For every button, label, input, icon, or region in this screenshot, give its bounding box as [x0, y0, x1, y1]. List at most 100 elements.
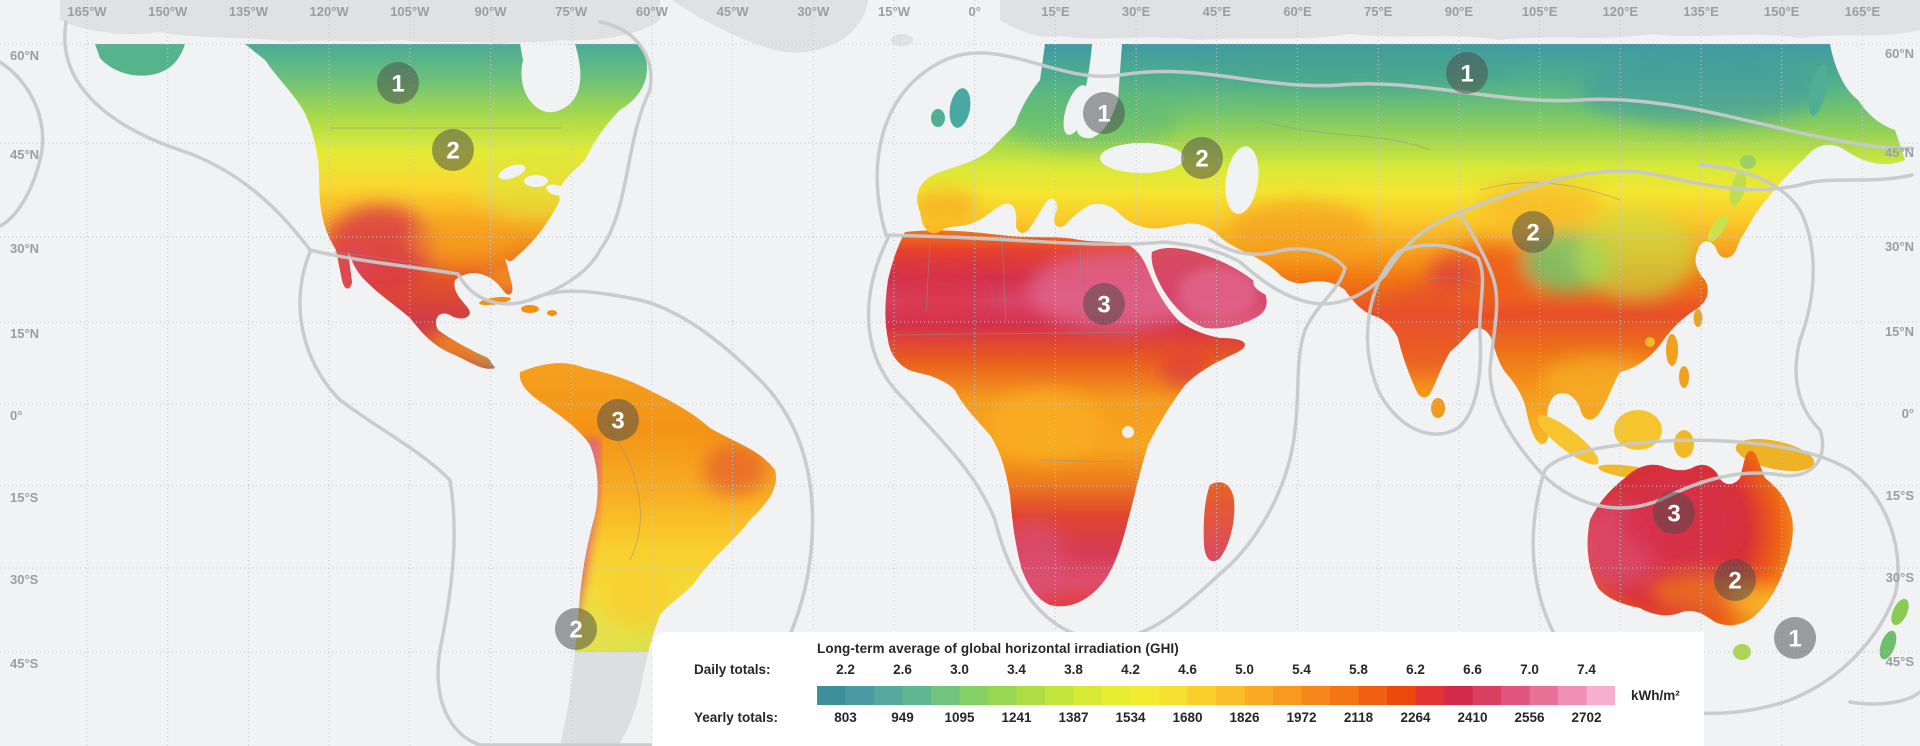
region-marker-east-asia[interactable]: 2 — [1512, 211, 1554, 253]
region-markers: 1 2 1 2 1 2 3 3 2 3 2 1 — [377, 52, 1816, 659]
daily-total-value: 7.4 — [1577, 662, 1596, 677]
longitude-label: 45°E — [1203, 4, 1232, 19]
great-lakes — [498, 164, 566, 196]
latitude-label-right: 30°S — [1886, 570, 1915, 585]
region-marker-number: 1 — [1460, 61, 1473, 88]
latitude-label-right: 45°S — [1886, 654, 1915, 669]
latitude-label-right: 45°N — [1885, 145, 1914, 160]
daily-total-value: 5.4 — [1292, 662, 1311, 677]
longitude-label: 60°E — [1283, 4, 1312, 19]
longitude-label: 150°E — [1764, 4, 1800, 19]
longitude-label: 90°E — [1445, 4, 1474, 19]
daily-total-value: 3.4 — [1007, 662, 1026, 677]
longitude-label: 75°E — [1364, 4, 1393, 19]
longitude-label: 90°W — [475, 4, 508, 19]
region-marker-number: 3 — [1097, 292, 1110, 319]
country-borders — [330, 119, 1621, 561]
latitude-label-left: 30°S — [10, 572, 39, 587]
region-marker-europe[interactable]: 1 — [1083, 92, 1125, 134]
latitude-label-left: 60°N — [10, 48, 39, 63]
yearly-total-value: 949 — [891, 710, 914, 725]
region-marker-australia-southeast[interactable]: 2 — [1714, 559, 1756, 601]
lake-victoria — [1122, 426, 1134, 438]
region-marker-number: 1 — [1097, 101, 1110, 128]
region-marker-number: 3 — [611, 408, 624, 435]
daily-totals-values: 2.2 2.6 3.0 3.4 3.8 4.2 4.6 5.0 5.4 5.8 6.2 6.6 7.0 7… — [817, 662, 1615, 677]
inland-seas — [1063, 85, 1283, 298]
legend-title: Long-term average of global horizontal i… — [817, 641, 1179, 656]
region-marker-africa-middle-east[interactable]: 3 — [1083, 283, 1125, 325]
yearly-totals-values: 803 949 1095 1241 1387 1534 1680 1826 1972 2118 22… — [817, 710, 1615, 725]
map-legend: Long-term average of global horizontal i… — [652, 632, 1704, 746]
latitude-label-left: 45°S — [10, 656, 39, 671]
yearly-total-value: 2702 — [1571, 710, 1602, 725]
region-marker-number: 1 — [391, 71, 404, 98]
daily-total-value: 3.0 — [950, 662, 969, 677]
region-marker-australia[interactable]: 3 — [1653, 492, 1695, 534]
latitude-label-left: 15°N — [10, 326, 39, 341]
region-marker-central-asia[interactable]: 2 — [1181, 137, 1223, 179]
daily-total-value: 4.6 — [1178, 662, 1197, 677]
ghi-color-scale — [817, 686, 1615, 705]
longitude-label: 165°E — [1845, 4, 1881, 19]
region-marker-oceania[interactable]: 1 — [1774, 617, 1816, 659]
yearly-total-value: 2556 — [1514, 710, 1545, 725]
latitude-label-right: 0° — [1902, 406, 1914, 421]
region-marker-number: 3 — [1667, 501, 1680, 528]
daily-total-value: 6.2 — [1406, 662, 1425, 677]
yearly-total-value: 1534 — [1115, 710, 1146, 725]
daily-total-value: 2.2 — [836, 662, 855, 677]
yearly-total-value: 2410 — [1457, 710, 1488, 725]
longitude-label: 165°W — [67, 4, 107, 19]
longitude-label: 105°W — [390, 4, 430, 19]
region-marker-number: 2 — [1195, 146, 1208, 173]
axis-labels: 165°W 150°W 135°W 120°W 105°W 90°W 75°W 60°W 45°… — [10, 4, 1914, 671]
yearly-total-value: 1095 — [944, 710, 975, 725]
daily-total-value: 2.6 — [893, 662, 912, 677]
region-marker-number: 2 — [446, 138, 459, 165]
daily-total-value: 7.0 — [1520, 662, 1539, 677]
latitude-label-left: 15°S — [10, 490, 39, 505]
longitude-label: 135°W — [229, 4, 269, 19]
latitude-label-left: 30°N — [10, 241, 39, 256]
region-marker-number: 2 — [569, 617, 582, 644]
longitude-label: 105°E — [1522, 4, 1558, 19]
region-marker-number: 2 — [1728, 568, 1741, 595]
daily-total-value: 5.8 — [1349, 662, 1368, 677]
daily-totals-label: Daily totals: — [694, 662, 771, 677]
region-marker-north-asia[interactable]: 1 — [1446, 52, 1488, 94]
longitude-label: 30°E — [1122, 4, 1151, 19]
longitude-label: 120°W — [310, 4, 350, 19]
longitude-label: 75°W — [555, 4, 588, 19]
region-marker-number: 1 — [1788, 626, 1801, 653]
latitude-label-left: 0° — [10, 408, 22, 423]
latitude-label-left: 45°N — [10, 147, 39, 162]
yearly-totals-label: Yearly totals: — [694, 710, 779, 725]
daily-total-value: 5.0 — [1235, 662, 1254, 677]
yearly-total-value: 2118 — [1343, 710, 1374, 725]
nodata-arctic-land — [60, 0, 1920, 53]
region-marker-south-america-south[interactable]: 2 — [555, 608, 597, 650]
yearly-total-value: 1680 — [1172, 710, 1203, 725]
legend-unit: kWh/m² — [1631, 688, 1680, 703]
yearly-total-value: 2264 — [1400, 710, 1431, 725]
longitude-label: 150°W — [148, 4, 188, 19]
longitude-label: 60°W — [636, 4, 669, 19]
longitude-label: 135°E — [1683, 4, 1719, 19]
longitude-label: 120°E — [1603, 4, 1639, 19]
latitude-label-right: 30°N — [1885, 239, 1914, 254]
longitude-label: 45°W — [717, 4, 750, 19]
daily-total-value: 6.6 — [1463, 662, 1482, 677]
yearly-total-value: 1972 — [1286, 710, 1317, 725]
region-marker-north-america-north[interactable]: 1 — [377, 62, 419, 104]
region-marker-north-america-south[interactable]: 2 — [432, 129, 474, 171]
daily-total-value: 4.2 — [1121, 662, 1140, 677]
longitude-label: 15°W — [878, 4, 911, 19]
longitude-label: 30°W — [797, 4, 830, 19]
region-marker-south-america[interactable]: 3 — [597, 399, 639, 441]
madagascar — [1203, 482, 1235, 562]
longitude-label: 0° — [968, 4, 980, 19]
